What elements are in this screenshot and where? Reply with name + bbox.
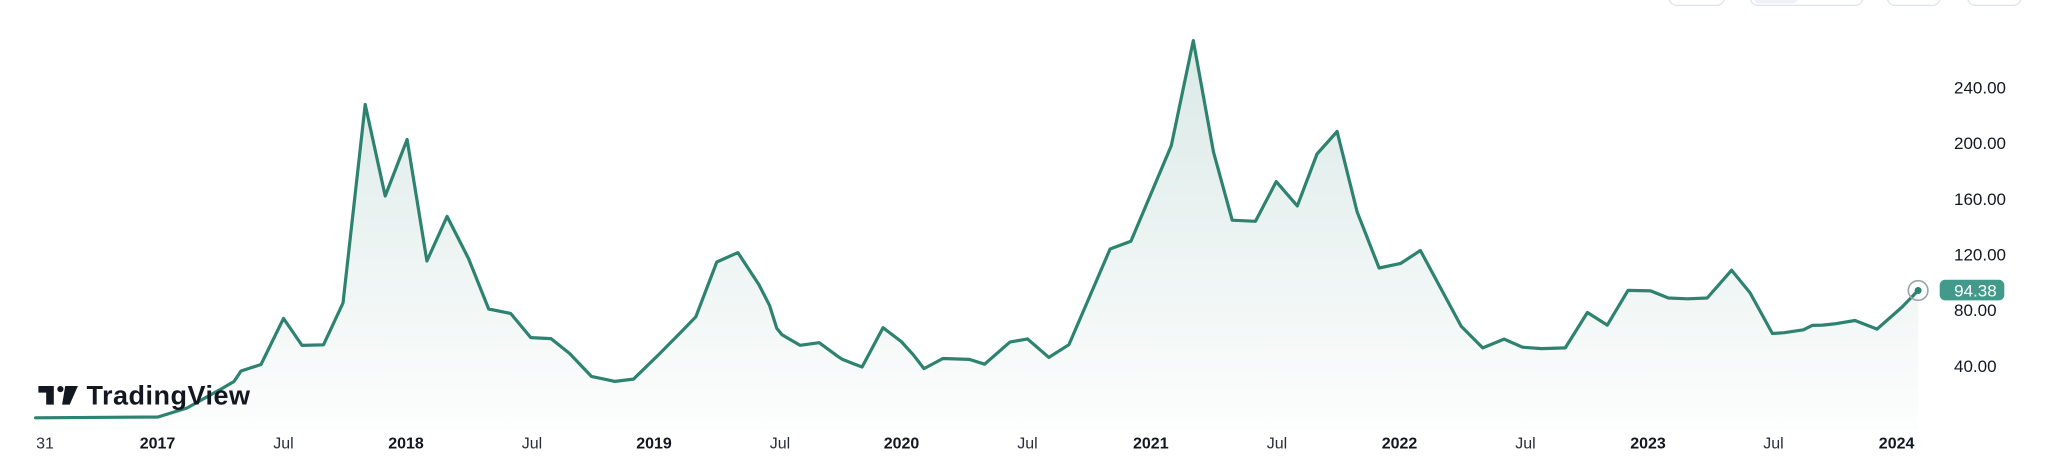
svg-text:2020: 2020 [884, 436, 920, 453]
svg-text:80.00: 80.00 [1954, 301, 1997, 320]
svg-text:40.00: 40.00 [1954, 357, 1997, 376]
svg-text:Jul: Jul [273, 436, 293, 453]
svg-text:Jul: Jul [1267, 436, 1287, 453]
svg-text:31: 31 [36, 436, 54, 453]
svg-text:Jul: Jul [1515, 436, 1535, 453]
svg-text:240.00: 240.00 [1954, 78, 2006, 97]
svg-text:2023: 2023 [1630, 436, 1666, 453]
svg-text:2018: 2018 [388, 436, 424, 453]
svg-text:2021: 2021 [1133, 436, 1169, 453]
svg-text:120.00: 120.00 [1954, 246, 2006, 265]
svg-text:TradingView: TradingView [87, 381, 252, 411]
svg-text:94.38: 94.38 [1954, 281, 1997, 300]
svg-text:Jul: Jul [1763, 436, 1783, 453]
svg-text:2017: 2017 [140, 436, 176, 453]
svg-text:2024: 2024 [1879, 436, 1915, 453]
svg-text:160.00: 160.00 [1954, 190, 2006, 209]
svg-text:Jul: Jul [1017, 436, 1037, 453]
svg-text:200.00: 200.00 [1954, 134, 2006, 153]
svg-text:Jul: Jul [522, 436, 542, 453]
svg-text:2019: 2019 [636, 436, 672, 453]
svg-text:2022: 2022 [1382, 436, 1418, 453]
svg-text:Jul: Jul [770, 436, 790, 453]
